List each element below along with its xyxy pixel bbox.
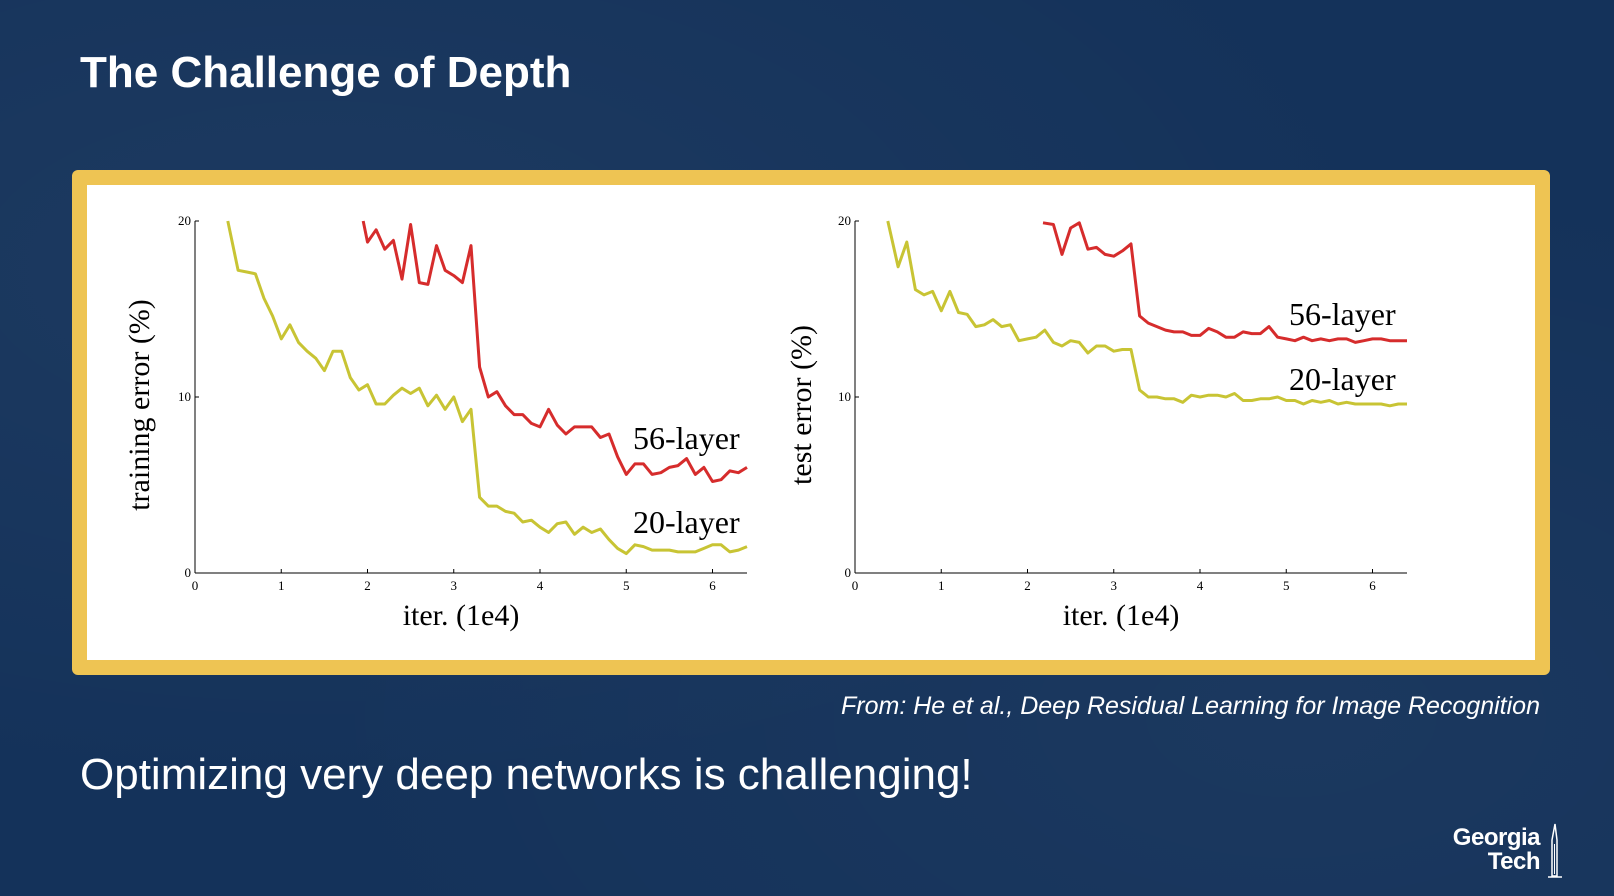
logo-line-2: Tech [1487,848,1541,875]
chart-0-x-tick-label: 4 [537,578,544,593]
chart-0-series-20-layer-line [226,220,748,556]
chart-1-x-tick-label: 2 [1024,578,1031,593]
chart-1-x-tick-label: 4 [1197,578,1204,593]
georgia-tech-logo: Georgia Tech [1426,822,1566,880]
chart-1-x-tick-label: 0 [852,578,859,593]
chart-1-series-label-20-layer: 20-layer [1289,361,1396,397]
chart-0-x-tick-label: 0 [192,578,199,593]
chart-1-y-axis-label: test error (%) [785,325,818,485]
chart-1-series-20-layer-line [886,220,1407,408]
chart-1-y-tick-label: 10 [838,389,851,404]
chart-1-series-label-56-layer: 56-layer [1289,296,1396,332]
chart-1-y-tick-label: 20 [838,213,851,228]
chart-0-x-tick-label: 6 [709,578,716,593]
tech-tower-icon [1548,823,1562,878]
figure-panel: 0 1 2 3 4 5 6 0 10 20 iter. (1e4) training error (%… [87,185,1535,660]
chart-0-y-tick-label: 20 [178,213,191,228]
chart-0-series-label-20-layer: 20-layer [633,504,740,540]
chart-1-x-tick-label: 1 [938,578,945,593]
slide-title: The Challenge of Depth [80,48,572,97]
chart-0-x-axis-label: iter. (1e4) [403,599,520,632]
chart-0-x-tick-label: 2 [364,578,371,593]
slide-subtitle: Optimizing very deep networks is challen… [80,750,973,799]
chart-1-x-tick-label: 5 [1283,578,1290,593]
chart-1-x-tick-label: 3 [1111,578,1118,593]
chart-0-x-tick-label: 3 [451,578,458,593]
chart-0-series-label-56-layer: 56-layer [633,420,740,456]
chart-0-y-tick-label: 10 [178,389,191,404]
logo-line-1: Georgia [1452,824,1541,851]
chart-0-series-56-layer-line [361,220,748,483]
chart-0-x-tick-label: 1 [278,578,285,593]
chart-1-y-tick-label: 0 [845,565,852,580]
chart-1-series-56-layer-line [1042,221,1407,344]
chart-1-x-tick-label: 6 [1369,578,1376,593]
figure-frame: 0 1 2 3 4 5 6 0 10 20 iter. (1e4) training error (%… [72,170,1550,675]
chart-0-x-tick-label: 5 [623,578,630,593]
chart-0-y-tick-label: 0 [185,565,192,580]
chart-1-x-axis-label: iter. (1e4) [1063,599,1180,632]
citation: From: He et al., Deep Residual Learning … [841,692,1540,720]
chart-0-y-axis-label: training error (%) [123,299,156,511]
